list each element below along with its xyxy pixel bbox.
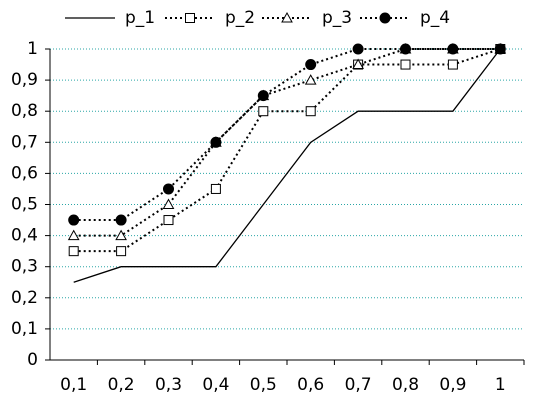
y-tick-label: 1 — [27, 39, 38, 59]
x-tick-label: 0,6 — [297, 375, 324, 395]
x-tick-label: 0,3 — [155, 375, 182, 395]
y-tick-label: 0,5 — [11, 195, 38, 215]
point-marker — [305, 59, 317, 71]
x-tick-label: 1 — [495, 375, 506, 395]
y-tick-label: 0,6 — [11, 163, 38, 183]
point-marker — [162, 198, 175, 209]
point-marker — [68, 246, 79, 257]
x-tick-label: 0,1 — [60, 375, 87, 395]
point-marker — [494, 43, 506, 55]
y-tick-label: 0,2 — [11, 288, 38, 308]
point-marker — [352, 58, 364, 70]
legend-marker — [281, 11, 293, 23]
series-line — [73, 48, 501, 253]
legend-label: p_1 — [125, 8, 155, 28]
point-marker — [352, 43, 364, 55]
y-tick-label: 0,4 — [11, 226, 38, 246]
y-tick-label: 0,1 — [11, 319, 38, 339]
legend-marker — [185, 13, 195, 23]
point-marker — [116, 246, 127, 257]
x-tick-label: 0,8 — [392, 375, 419, 395]
point-marker — [210, 136, 222, 148]
x-tick-label: 0,2 — [108, 375, 135, 395]
point-marker — [115, 214, 127, 226]
point-marker — [257, 90, 269, 102]
x-tick-label: 0,9 — [439, 375, 466, 395]
legend-label: p_4 — [420, 8, 450, 28]
series-line — [73, 48, 501, 222]
point-marker — [115, 229, 127, 241]
point-marker — [447, 43, 459, 55]
point-marker — [163, 183, 174, 195]
legend-marker — [379, 12, 391, 24]
x-tick-label: 0,7 — [345, 375, 372, 395]
y-tick-label: 0,9 — [11, 70, 38, 90]
point-marker — [447, 59, 458, 70]
point-marker — [305, 106, 316, 117]
point-marker — [258, 106, 269, 117]
point-marker — [68, 214, 80, 226]
point-marker — [400, 43, 411, 55]
series-line — [73, 48, 501, 283]
x-tick-label: 0,5 — [250, 375, 277, 395]
point-marker — [163, 215, 174, 226]
y-tick-label: 0,3 — [11, 257, 38, 277]
y-tick-label: 0,8 — [11, 101, 38, 121]
point-marker — [67, 229, 80, 241]
legend-label: p_3 — [322, 8, 352, 28]
point-marker — [210, 183, 221, 194]
y-tick-label: 0,7 — [11, 132, 38, 152]
legend-label: p_2 — [225, 8, 255, 28]
series-line — [73, 48, 501, 237]
point-marker — [304, 74, 317, 85]
x-tick-label: 0,4 — [202, 375, 229, 395]
y-tick-label: 0 — [27, 350, 38, 370]
point-marker — [400, 59, 411, 70]
